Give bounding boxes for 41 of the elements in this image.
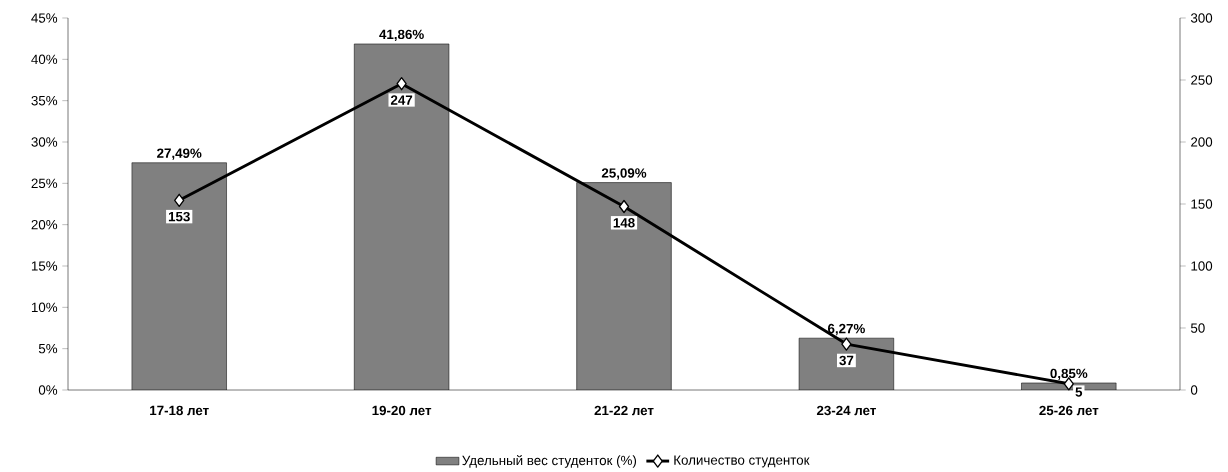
data-label: 247 [390, 95, 413, 105]
y2-tick-label: 100 [1191, 261, 1213, 271]
bar [576, 182, 672, 390]
y-tick-label: 45% [31, 13, 58, 23]
point [174, 193, 185, 207]
data-label: 37 [839, 355, 854, 366]
y-tick-label: 5% [38, 343, 58, 354]
x-tick-label: 19-20 лет [372, 405, 432, 416]
data-label: 27,49% [157, 148, 202, 160]
y2-tick-label: 200 [1191, 137, 1213, 147]
y2-tick-label: 300 [1190, 13, 1213, 23]
data-label: 41,86% [379, 29, 424, 42]
data-label: 6,27% [827, 323, 865, 336]
y-tick-label: 0% [38, 385, 58, 395]
y2-tick-label: 0 [1190, 385, 1198, 395]
legend-label: Количество студенток [674, 455, 810, 468]
y2-tick-label: 150 [1191, 199, 1213, 209]
bar [131, 162, 227, 390]
y-tick-label: 40% [31, 54, 58, 65]
data-label: 5 [1075, 387, 1083, 397]
data-label: 148 [613, 218, 635, 228]
y-tick-label: 20% [31, 219, 58, 230]
data-label: 153 [168, 211, 190, 222]
x-tick-label: 23-24 лет [816, 405, 876, 416]
y-tick-label: 10% [31, 302, 58, 313]
data-label: 0,85% [1050, 368, 1088, 381]
point [396, 77, 407, 91]
y-tick-label: 30% [31, 137, 58, 147]
x-tick-label: 25-26 лет [1039, 405, 1099, 416]
y2-tick-label: 250 [1191, 75, 1213, 85]
bar [354, 43, 449, 390]
point [841, 337, 852, 351]
x-tick-label: 17-18 лет [150, 405, 209, 416]
y2-tick-label: 50 [1190, 323, 1205, 333]
point [618, 199, 630, 214]
y-tick-label: 25% [31, 178, 58, 189]
data-label: 25,09% [601, 168, 647, 180]
y-tick-label: 15% [31, 261, 58, 271]
y-tick-label: 35% [31, 95, 58, 106]
x-tick-label: 21-22 лет [594, 405, 654, 416]
legend-label: Удельный вес студенток (%) [462, 455, 637, 468]
